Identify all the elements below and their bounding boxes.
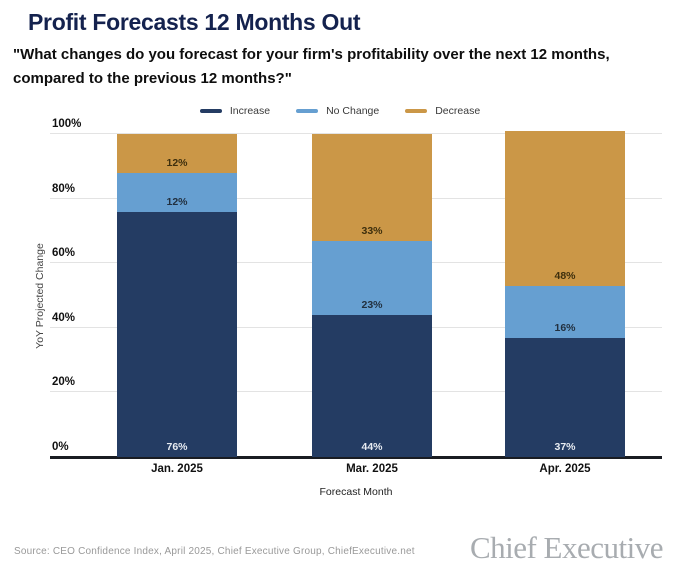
- source-note: Source: CEO Confidence Index, April 2025…: [14, 546, 415, 557]
- y-tick-label: 80%: [52, 182, 76, 195]
- legend: Increase No Change Decrease: [0, 104, 680, 118]
- bar-segment-label: 12%: [166, 156, 188, 169]
- bar-segment-label: 48%: [554, 269, 576, 282]
- bar-segment-label: 23%: [361, 298, 383, 311]
- bar-jan-2025: 76% 12% 12%: [117, 134, 237, 457]
- bar-segment: 37%: [505, 337, 625, 457]
- bar-segment: 23%: [312, 240, 432, 315]
- chart-title: Profit Forecasts 12 Months Out: [28, 9, 361, 35]
- bar-segment: 33%: [312, 134, 432, 241]
- legend-label: No Change: [326, 105, 380, 117]
- bar-segment-label: 12%: [166, 195, 188, 208]
- legend-swatch: [199, 109, 222, 113]
- bar-segment-label: 76%: [166, 441, 188, 453]
- bar-mar-2025: 44% 23% 33%: [312, 134, 432, 457]
- bar-segment-label: 44%: [361, 441, 383, 453]
- bar-segment: 44%: [312, 314, 432, 457]
- chief-executive-logo: Chief Executive: [469, 530, 664, 565]
- legend-label: Increase: [229, 105, 271, 117]
- bar-segment-label: 33%: [361, 224, 383, 237]
- bar-segment: 16%: [505, 285, 625, 338]
- bar-segment: 12%: [117, 172, 237, 212]
- bar-segment-label: 16%: [554, 321, 576, 334]
- x-tick-label: Apr. 2025: [539, 463, 591, 475]
- legend-label: Decrease: [435, 105, 481, 117]
- y-axis-title: YoY Projected Change: [34, 243, 46, 349]
- bar-segment-label: 37%: [554, 441, 576, 453]
- plot-area: 0% 20% 40% 60% 80% 100% 76% 12% 12% 44% 23% 33% 37% 1…: [50, 118, 662, 459]
- x-axis-line: [50, 456, 662, 459]
- y-tick-label: 60%: [52, 247, 76, 260]
- gridline: [50, 133, 662, 134]
- legend-swatch: [296, 109, 319, 113]
- y-tick-label: 20%: [52, 376, 76, 389]
- y-tick-label: 0%: [52, 441, 69, 453]
- x-tick-label: Mar. 2025: [346, 463, 398, 475]
- footer: Source: CEO Confidence Index, April 2025…: [0, 516, 680, 580]
- bar-segment: 12%: [117, 134, 237, 173]
- y-tick-label: 40%: [52, 311, 76, 324]
- chart-subtitle: "What changes do you forecast for your f…: [13, 46, 610, 87]
- stacked-bar-chart: YoY Projected Change 0% 20% 40% 60% 80% 100% 7…: [0, 118, 680, 504]
- legend-swatch: [405, 109, 428, 113]
- bar-segment: 76%: [117, 211, 237, 457]
- legend-item: Decrease: [405, 105, 480, 117]
- x-tick-label: Jan. 2025: [151, 463, 203, 475]
- x-axis-title: Forecast Month: [319, 486, 393, 498]
- bar-apr-2025: 37% 16% 48%: [505, 130, 625, 457]
- y-tick-label: 100%: [52, 118, 82, 130]
- bar-segment: 48%: [505, 130, 625, 286]
- legend-item: No Change: [296, 105, 379, 117]
- legend-item: Increase: [199, 105, 271, 117]
